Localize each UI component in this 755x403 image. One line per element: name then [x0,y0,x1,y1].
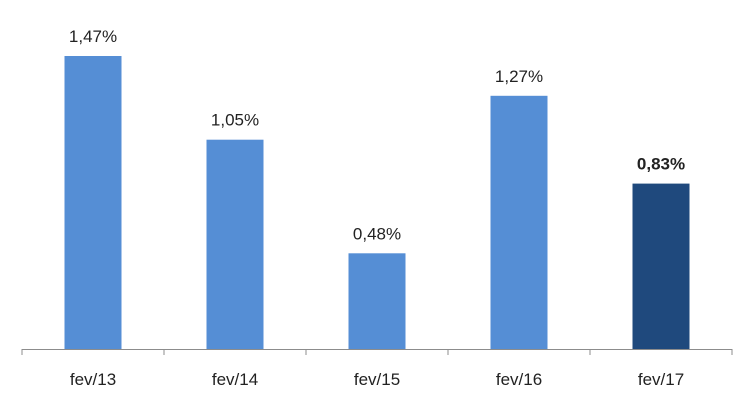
data-labels-layer: 1,47% 1,05% 0,48% 1,27% 0,83% [69,27,685,243]
data-label-fev-14: 1,05% [211,111,259,130]
x-tick-label-fev-16: fev/16 [496,370,542,389]
x-tick-label-fev-17: fev/17 [638,370,684,389]
data-label-fev-17: 0,83% [637,155,685,174]
bar-fev-13 [64,56,122,349]
data-label-fev-13: 1,47% [69,27,117,46]
bars-layer [64,56,690,349]
x-tick-label-fev-15: fev/15 [354,370,400,389]
bar-fev-16 [490,95,548,349]
bar-fev-14 [206,139,264,349]
x-tick-labels: fev/13 fev/14 fev/15 fev/16 fev/17 [70,370,684,389]
bar-fev-17 [632,183,690,349]
x-axis [21,349,733,355]
data-label-fev-16: 1,27% [495,67,543,86]
bar-fev-15 [348,253,406,349]
x-tick-label-fev-13: fev/13 [70,370,116,389]
x-tick-label-fev-14: fev/14 [212,370,258,389]
data-label-fev-15: 0,48% [353,224,401,243]
